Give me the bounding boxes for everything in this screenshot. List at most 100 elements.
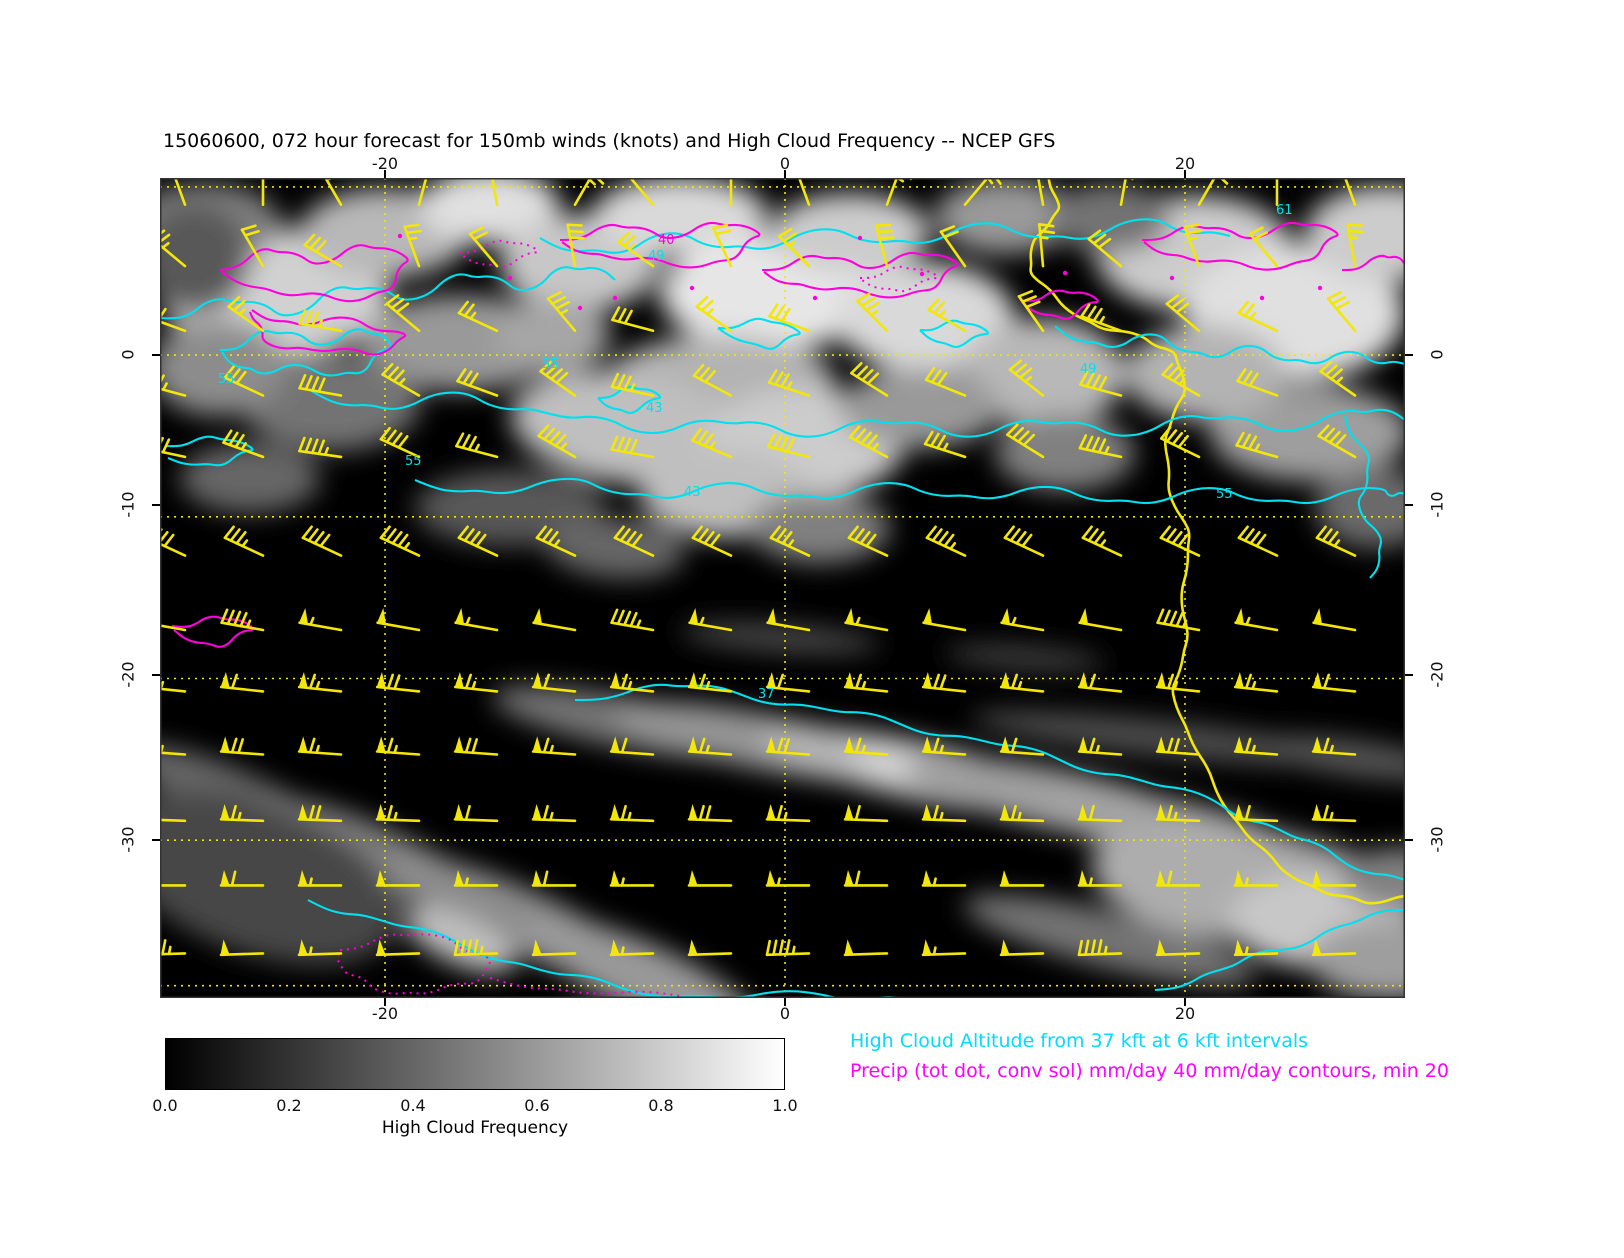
wind-barb [1080, 303, 1123, 333]
cloud-altitude-contour [164, 435, 254, 467]
precip-contour-total [459, 239, 539, 269]
precip-contour-total [489, 977, 681, 997]
precip-dot [919, 271, 925, 277]
wind-barb [1077, 736, 1123, 756]
wind-barb [921, 939, 967, 957]
precip-dot [1317, 285, 1323, 291]
cloud-altitude-contour [309, 389, 1405, 438]
wind-barb [456, 368, 499, 397]
wind-barb [765, 672, 811, 693]
wind-barb [566, 223, 586, 268]
wind-barb [850, 362, 889, 397]
wind-barb [609, 804, 655, 823]
lon-tick-label-bottom: -20 [371, 1004, 399, 1023]
precip-dot [689, 285, 695, 291]
lon-tickmark [784, 170, 786, 178]
legend-precip: Precip (tot dot, conv sol) mm/day 40 mm/… [850, 1060, 1449, 1082]
wind-barb [843, 939, 889, 957]
precip-dot [812, 295, 818, 301]
wind-barb [687, 939, 733, 957]
precip-dot [577, 305, 583, 311]
wind-barb [687, 804, 733, 823]
wind-barb [924, 367, 967, 397]
cloud-contour-label: 43 [646, 401, 663, 416]
wind-barb [531, 870, 577, 887]
wind-barb [1155, 804, 1201, 823]
wind-barb [765, 736, 811, 756]
colorbar-tick-label: 0.6 [524, 1096, 550, 1115]
wind-barb [1077, 672, 1123, 693]
cloud-altitude-contour [717, 317, 801, 350]
wind-barb [223, 365, 265, 397]
wind-barb [531, 672, 577, 693]
wind-barb [1156, 608, 1201, 632]
lat-tickmark [1405, 839, 1413, 841]
wind-barb [1079, 371, 1123, 397]
wind-barb [457, 525, 499, 557]
wind-barb [766, 608, 811, 632]
map-plot: 55 55 55 43 43 49 49 55 61 37 40 [160, 178, 1405, 998]
cloud-contour-label: 55 [405, 454, 422, 469]
wind-barb [375, 804, 421, 823]
wind-barb [999, 870, 1045, 887]
wind-barb [1159, 525, 1201, 557]
wind-barb [777, 227, 811, 268]
wind-barb [610, 435, 655, 459]
wind-barb [453, 939, 499, 957]
wind-barb [1183, 223, 1203, 268]
lon-tick-label-top: 0 [779, 154, 791, 173]
wind-barb [222, 429, 265, 459]
wind-barb [379, 426, 421, 459]
wind-barb [261, 178, 265, 207]
wind-barb [375, 736, 421, 756]
wind-barb [843, 870, 889, 887]
wind-barb [1008, 359, 1045, 397]
lat-tickmark [1405, 354, 1413, 356]
wind-barb [1233, 672, 1279, 693]
wind-barb [1037, 222, 1056, 268]
lon-tickmark [784, 998, 786, 1006]
wind-barb [173, 178, 187, 207]
wind-barb [1017, 289, 1045, 333]
precip-dot [397, 233, 403, 239]
lat-tick-label-right: -20 [1427, 661, 1447, 688]
wind-barb [381, 362, 421, 397]
wind-barb [298, 608, 343, 632]
cloud-contour-label: 55 [542, 357, 559, 372]
wind-barb [532, 608, 577, 632]
wind-barb [1006, 423, 1045, 459]
wind-barb [1319, 360, 1357, 397]
cloud-contour-label: 55 [218, 372, 235, 387]
wind-barb [303, 233, 343, 268]
wind-barb [531, 804, 577, 823]
precip-contour-conv [1141, 221, 1339, 271]
wind-barb [453, 736, 499, 756]
wind-barb [1237, 525, 1279, 557]
wind-barb [923, 430, 967, 459]
wind-barb [921, 736, 967, 756]
wind-barb [848, 425, 889, 459]
precip-contour-total [336, 933, 492, 995]
lon-tick-label-bottom: 0 [779, 1004, 791, 1023]
wind-barb [297, 672, 343, 693]
wind-barb [219, 804, 265, 823]
wind-barb [1315, 525, 1357, 557]
wind-barb [297, 870, 343, 887]
wind-barb [298, 436, 343, 459]
wind-barb [617, 231, 655, 268]
wind-barb [765, 804, 811, 823]
wind-barb [1155, 870, 1201, 887]
wind-barb [375, 939, 421, 957]
cloud-altitude-contour [307, 899, 906, 998]
wind-barb [297, 939, 343, 957]
wind-barb [611, 306, 655, 333]
wind-barb [1077, 870, 1123, 887]
wind-barb [457, 300, 499, 333]
precip-contour-conv [219, 244, 409, 303]
map-canvas: 55 55 55 43 43 49 49 55 61 37 40 [160, 178, 1405, 998]
wind-barb [219, 870, 265, 887]
wind-barb [160, 818, 187, 823]
wind-barb [453, 870, 499, 887]
lat-tickmark [152, 674, 160, 676]
